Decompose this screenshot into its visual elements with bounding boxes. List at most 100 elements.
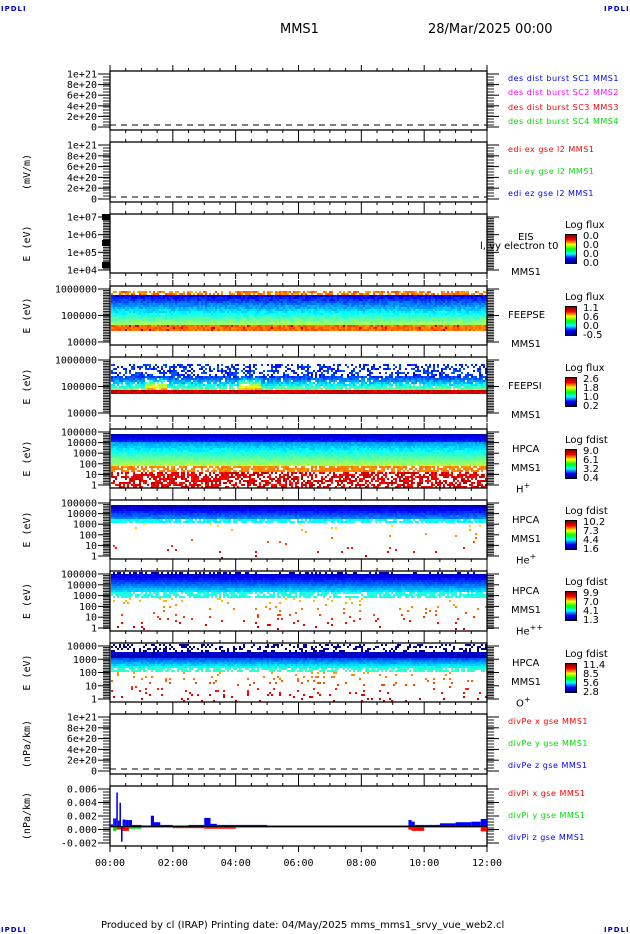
series-bar (125, 820, 129, 827)
y-tick-label: 0 (91, 123, 97, 134)
y-tick-label: 10000 (67, 438, 97, 449)
series-bar (116, 826, 123, 829)
legend-entry-des-dist-burst: des dist burst SC1 MMS1 (508, 74, 619, 83)
colorbar-tick-label: 0.0 (583, 321, 599, 332)
series-bar (172, 825, 189, 827)
series-bar (361, 825, 393, 827)
series-bar (471, 821, 481, 827)
spacecraft-label: MMS1 (511, 463, 541, 474)
instrument-label: FEEPSI (508, 380, 542, 392)
y-tick-label: 1e+04 (67, 266, 97, 277)
colorbar-title: Log fdist (565, 506, 608, 517)
series-bar (150, 815, 154, 827)
y-axis-label-hpca-he2: E (eV) (22, 583, 33, 619)
x-tick-label: 10:00 (409, 858, 439, 869)
series-bar (188, 824, 205, 827)
y-axis-label-feepsi: E (eV) (22, 368, 33, 404)
series-bar (114, 818, 117, 827)
y-tick-label: 10000 (67, 642, 97, 653)
plot-stack: 1e+218e+206e+204e+202e+2001e+218e+206e+2… (22, 65, 502, 869)
decade-block (102, 240, 110, 246)
y-tick-label: 1000 (73, 655, 97, 666)
legend-entry-des-dist-burst: des dist burst SC3 MMS3 (508, 102, 619, 112)
y-tick-label: 10000 (67, 509, 97, 520)
species-charge: + (523, 481, 531, 490)
y-tick-label: 0 (91, 195, 97, 206)
instrument-label: HPCA (512, 586, 540, 597)
y-tick-label: 100000 (61, 499, 97, 510)
y-tick-label: 2e+20 (67, 112, 97, 123)
spacecraft-title: MMS1 (280, 22, 319, 37)
y-tick-label: 100000 (61, 570, 97, 581)
colorbar-tick-label: 11.4 (583, 660, 606, 671)
product-label: l, vy electron t0 (480, 240, 559, 252)
y-tick-label: 1000 (73, 520, 97, 531)
y-tick-label: 6e+20 (67, 91, 97, 102)
y-tick-label: 1e+21 (67, 713, 97, 724)
colorbar-tick-label: 0.0 (583, 258, 599, 269)
series-bar (235, 824, 268, 827)
instrument-label: HPCA (512, 658, 540, 669)
series-bar (128, 820, 132, 827)
y-tick-label: 1e+21 (67, 70, 97, 81)
colorbar-title: Log fdist (565, 577, 608, 588)
y-tick-label: 1e+07 (67, 213, 97, 224)
spacecraft-label: MMS1 (511, 267, 541, 278)
colorbar (565, 306, 577, 336)
instrument-label: FEEPSE (508, 309, 546, 321)
series-bar (455, 822, 472, 827)
series-bar (411, 826, 425, 831)
colorbar-tick-label: 1.0 (583, 392, 599, 403)
y-axis-label-divpi: (nPa/km) (22, 792, 33, 840)
heatmap-feepsi (111, 364, 487, 394)
y-tick-label: 1 (91, 624, 97, 635)
heatmap-hpca-he1 (111, 505, 487, 559)
series-bar (210, 823, 217, 827)
colorbar-tick-label: 1.6 (583, 544, 599, 555)
series-bar (141, 825, 148, 827)
spacecraft-label: MMS1 (511, 677, 541, 688)
series-bar (216, 824, 236, 827)
y-tick-label: 2e+20 (67, 756, 97, 767)
colorbar-tick-label: 2.8 (583, 687, 599, 698)
colorbar-tick-label: 0.0 (583, 240, 599, 251)
series-bar (116, 792, 118, 827)
y-axis-label-hpca-h: E (eV) (22, 440, 33, 476)
colorbar (565, 449, 577, 479)
y-tick-label: 4e+20 (67, 173, 97, 184)
panel-frame-divpe (109, 713, 488, 775)
y-tick-label: 0.002 (67, 812, 97, 823)
x-tick-label: 02:00 (158, 858, 188, 869)
legend-entry-divpi: divPi z gse MMS1 (508, 833, 585, 842)
legend-entry-divpe: divPe x gse MMS1 (508, 717, 588, 726)
y-tick-label: 8e+20 (67, 723, 97, 734)
y-tick-label: 1e+21 (67, 141, 97, 152)
colorbar-tick-label: 4.1 (583, 606, 599, 617)
heatmap-feepse (111, 291, 487, 331)
y-tick-label: 100000 (61, 311, 97, 322)
species-base: He (516, 626, 530, 638)
y-tick-label: 8e+20 (67, 151, 97, 162)
legend-entry-des-dist-burst: des dist burst SC2 MMS2 (508, 88, 619, 98)
legend-entry-edi-e: edi ex gse l2 MMS1 (508, 145, 595, 154)
y-tick-label: 10 (85, 681, 97, 692)
series-bar (110, 824, 114, 827)
series-bar (267, 825, 299, 827)
x-tick-label: 06:00 (283, 858, 313, 869)
colorbar (565, 663, 577, 693)
y-tick-label: 1000000 (55, 356, 97, 367)
x-tick-label: 08:00 (346, 858, 376, 869)
species-label: He++ (516, 623, 543, 637)
series-bar (113, 826, 117, 831)
colorbar-tick-label: 0.4 (583, 473, 599, 484)
heatmap-hpca-h (111, 434, 487, 488)
y-tick-label: 10 (85, 541, 97, 552)
colorbar-tick-label: 0.2 (583, 401, 599, 412)
y-tick-label: 6e+20 (67, 162, 97, 173)
y-axis-label-hpca-o: E (eV) (22, 654, 33, 690)
y-tick-label: 0.000 (67, 825, 97, 836)
y-tick-label: 100 (79, 602, 97, 613)
colorbar (565, 591, 577, 621)
series-bar (135, 824, 142, 827)
y-tick-label: 0.006 (67, 785, 97, 796)
